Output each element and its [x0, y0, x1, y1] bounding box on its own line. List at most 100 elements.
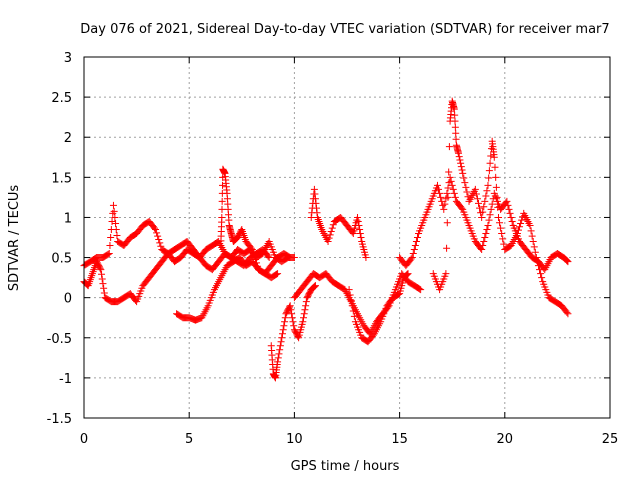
series-trace-10: [429, 97, 572, 318]
y-tick-label: 3: [64, 51, 72, 66]
data-point-trace: [537, 270, 545, 278]
data-point: [307, 213, 315, 221]
y-tick-label: 0: [64, 292, 72, 307]
data-point-trace: [357, 234, 365, 241]
y-tick-label: -1: [59, 372, 72, 387]
data-point-trace: [218, 205, 226, 213]
data-point-trace: [281, 318, 289, 326]
data-point-trace: [487, 152, 495, 160]
data-point-trace: [527, 227, 535, 235]
data-point: [310, 185, 318, 193]
x-tick-label: 25: [602, 432, 619, 447]
data-point-trace: [451, 193, 459, 201]
data-point: [471, 185, 479, 193]
data-point-trace: [326, 231, 334, 239]
data-point: [286, 302, 294, 310]
data-point-trace: [487, 205, 495, 213]
data-point-trace: [313, 209, 321, 217]
data-point-trace: [482, 229, 490, 237]
data-point: [484, 221, 492, 229]
data-point: [433, 181, 441, 189]
data-point-trace: [485, 167, 493, 175]
data-point: [278, 334, 286, 342]
data-point-trace: [273, 270, 281, 278]
data-point: [109, 201, 117, 209]
series-trace-2: [80, 238, 273, 306]
data-point-trace: [311, 282, 319, 290]
data-point-trace: [348, 302, 356, 310]
data-point-trace: [285, 253, 293, 261]
data-point-trace: [349, 307, 357, 315]
data-point-trace: [480, 238, 488, 246]
data-point-trace: [451, 123, 459, 131]
data-point: [324, 238, 332, 246]
data-point-trace: [111, 213, 119, 221]
data-point-trace: [436, 189, 444, 197]
data-point-trace: [403, 270, 411, 278]
data-point-trace: [538, 274, 546, 282]
data-point-trace: [348, 228, 356, 236]
grid-lines: [84, 57, 610, 418]
data-point-trace: [413, 234, 421, 241]
data-point: [248, 246, 256, 254]
data-point: [564, 310, 572, 318]
data-point-trace: [518, 216, 526, 224]
data-point: [152, 225, 160, 233]
data-point-trace: [443, 244, 451, 252]
data-point-trace: [312, 199, 320, 207]
data-point: [484, 181, 492, 189]
data-point-trace: [451, 111, 459, 119]
data-point-trace: [508, 217, 516, 225]
data-point-trace: [445, 168, 453, 176]
data-point: [450, 105, 458, 113]
y-tick-label: 0.5: [51, 252, 72, 267]
x-tick-label: 15: [391, 432, 408, 447]
data-point-trace: [253, 259, 261, 267]
data-point-trace: [107, 234, 115, 241]
y-axis-label: SDTVAR / TECUs: [7, 185, 22, 292]
data-point-trace: [435, 185, 443, 193]
data-point-trace: [494, 203, 502, 211]
data-point-trace: [112, 225, 120, 233]
data-point-trace: [290, 322, 298, 330]
data-point: [105, 250, 113, 258]
data-point-trace: [112, 219, 120, 227]
data-point: [265, 254, 273, 262]
data-point: [404, 270, 412, 278]
data-point-trace: [280, 322, 288, 330]
data-point-trace: [473, 195, 481, 203]
data-point-trace: [505, 205, 513, 213]
data-point-trace: [354, 217, 362, 225]
x-tick-label: 0: [80, 432, 88, 447]
data-point-trace: [528, 232, 536, 240]
data-point-trace: [475, 199, 482, 207]
data-point-trace: [106, 242, 114, 250]
data-point: [442, 270, 450, 278]
y-axis-ticks: -1.5 -1 -0.5 0 0.5 1 1.5 2 2.5 3: [47, 51, 610, 427]
y-tick-label: 1.5: [51, 171, 72, 186]
data-point: [218, 213, 226, 221]
x-tick-label: 5: [185, 432, 193, 447]
data-point-trace: [311, 195, 319, 203]
data-point-trace: [100, 289, 108, 297]
data-point-trace: [480, 203, 488, 211]
data-point: [564, 258, 572, 266]
data-point-trace: [498, 229, 506, 237]
data-point-trace: [437, 193, 445, 201]
data-point-trace: [448, 181, 456, 189]
data-point-trace: [563, 256, 571, 264]
data-point-trace: [409, 250, 417, 258]
data-point: [354, 213, 362, 221]
data-point-trace: [279, 326, 287, 334]
data-point-trace: [410, 246, 418, 254]
data-point-trace: [250, 252, 258, 260]
data-point: [503, 197, 511, 205]
data-point-trace: [289, 318, 297, 326]
data-point-trace: [452, 129, 460, 137]
data-point-trace: [301, 306, 309, 314]
data-point-trace: [483, 225, 491, 233]
data-point-trace: [530, 243, 538, 251]
series-trace-6: [307, 185, 370, 262]
data-point: [494, 213, 502, 221]
data-point-trace: [443, 219, 451, 227]
